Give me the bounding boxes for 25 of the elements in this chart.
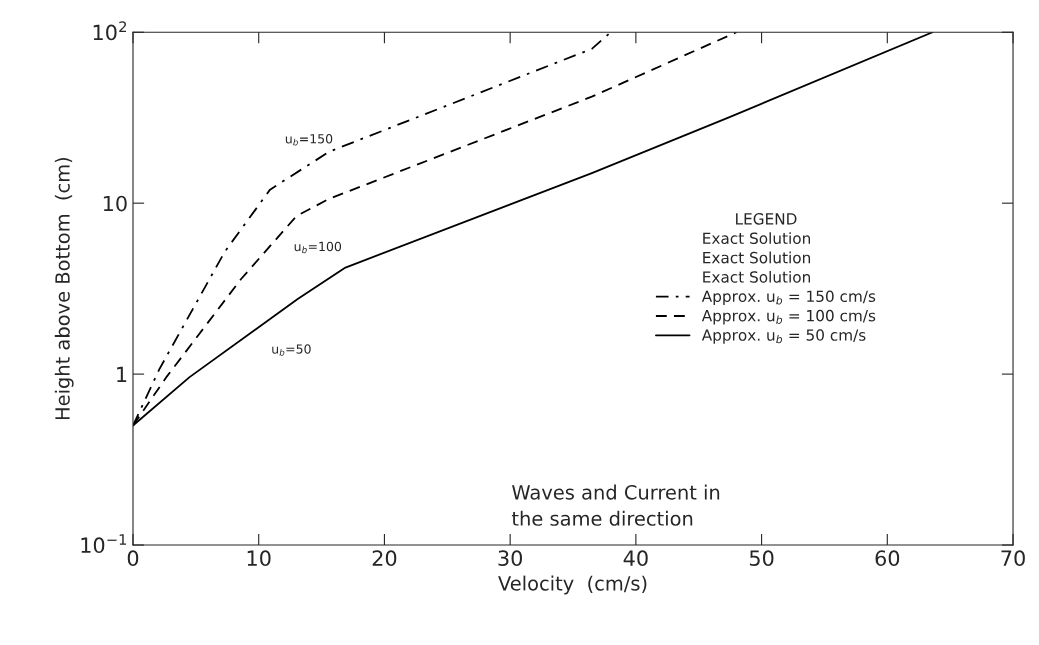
- y-tick-label: 1: [117, 366, 127, 383]
- y-tick-label: 10$^{2}$: [93, 21, 126, 41]
- x-tick-label: 20: [372, 550, 397, 567]
- y-tick-label: 10$^{−1}$: [81, 534, 127, 554]
- legend-label: Approx. u$_{b}$ = 50 cm/s: [701, 329, 866, 344]
- x-tick-label: 50: [749, 550, 774, 567]
- annotation: u$_{b}$=100: [294, 241, 342, 254]
- y-tick-label: 10: [103, 195, 127, 212]
- x-tick-label: 70: [1001, 550, 1025, 567]
- x-tick-label: 30: [498, 550, 523, 567]
- annotation: Exact Solution: [703, 270, 810, 283]
- y-axis-title: Height above Bottom (cm): [54, 157, 74, 420]
- annotation: Exact Solution: [703, 251, 810, 264]
- annotation: u$_{b}$=150: [285, 134, 333, 146]
- x-tick-label: 60: [875, 550, 900, 567]
- legend-title: LEGEND: [736, 213, 797, 225]
- legend-label: Approx. u$_{b}$ = 100 cm/s: [701, 309, 876, 325]
- x-axis-title: Velocity (cm/s): [498, 575, 647, 595]
- legend-label: Approx. u$_{b}$ = 150 cm/s: [701, 290, 876, 305]
- annotation: Waves and Current in the same direction: [511, 484, 720, 526]
- annotation: u$_{b}$=50: [272, 344, 311, 356]
- x-tick-label: 40: [623, 550, 648, 567]
- x-tick-label: 0: [127, 550, 139, 567]
- x-tick-label: 10: [247, 550, 271, 567]
- annotation: Exact Solution: [703, 232, 810, 245]
